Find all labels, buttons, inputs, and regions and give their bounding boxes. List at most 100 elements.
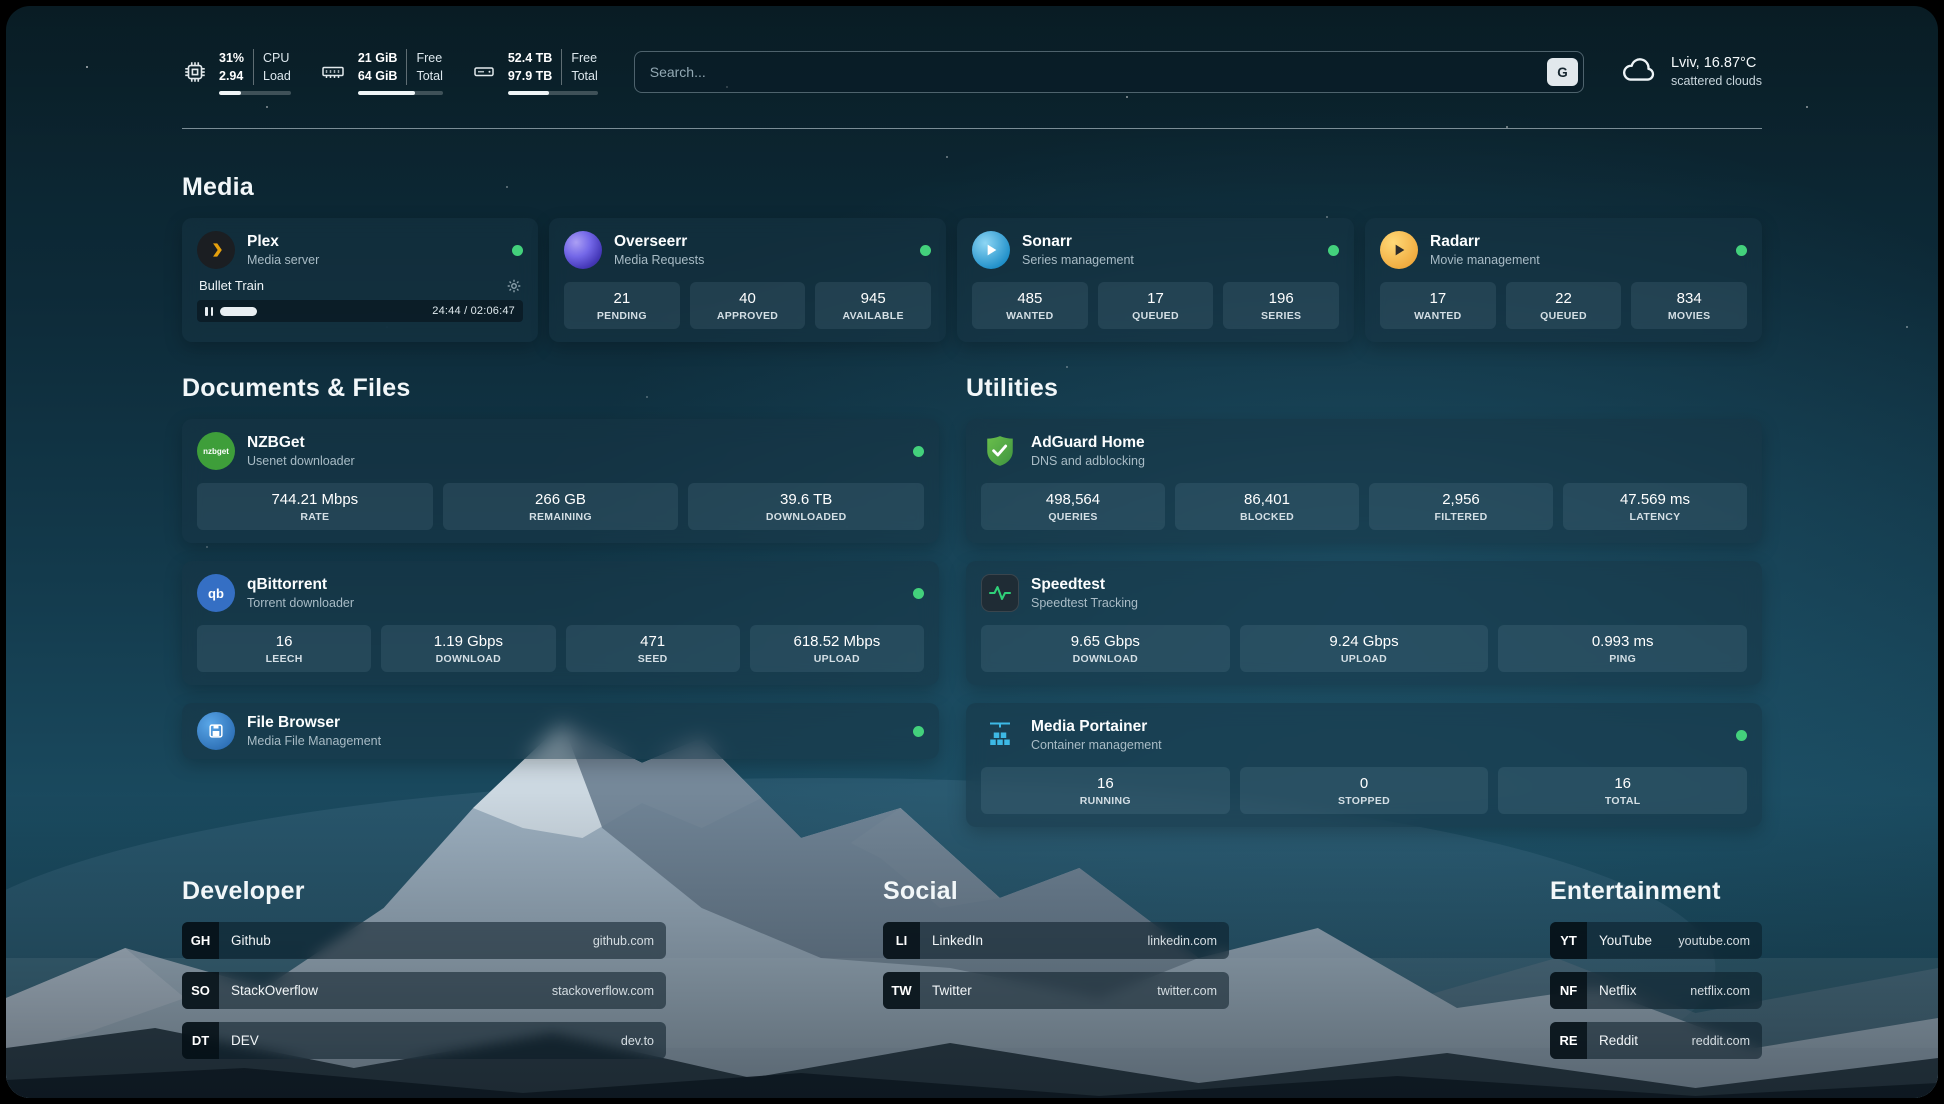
stat-queries: 498,564 QUERIES: [981, 483, 1165, 530]
media-section-title: Media: [182, 173, 254, 201]
stat-rate: 744.21 Mbps RATE: [197, 483, 433, 530]
storage-total-value: 97.9 TB: [507, 69, 553, 83]
app-card-sonarr[interactable]: Sonarr Series management 485 WANTED 17 QUE…: [957, 218, 1354, 342]
app-subtitle: Usenet downloader: [247, 453, 355, 468]
stat-movies: 834 MOVIES: [1631, 282, 1747, 329]
bookmark-name: Github: [231, 933, 271, 948]
app-card-speedtest[interactable]: Speedtest Speedtest Tracking 9.65 Gbps DO…: [966, 561, 1762, 685]
memory-total-value: 64 GiB: [357, 69, 398, 83]
cpu-metric: 31% 2.94 CPU Load: [182, 48, 291, 96]
cpu-load-label: Load: [263, 69, 291, 83]
memory-free-value: 21 GiB: [357, 50, 398, 65]
stat-wanted: 17 WANTED: [1380, 282, 1496, 329]
memory-progress-bar: [357, 91, 443, 96]
app-subtitle: Speedtest Tracking: [1031, 595, 1139, 610]
dashboard-window: 31% 2.94 CPU Load: [6, 6, 1938, 1098]
sonarr-icon: [972, 231, 1010, 269]
stat-ping: 0.993 ms PING: [1498, 625, 1747, 672]
reddit-icon: RE: [1550, 1022, 1587, 1059]
app-card-plex[interactable]: Plex Media server Bullet Train: [182, 218, 538, 342]
social-section-title: Social: [883, 877, 958, 905]
memory-total-label: Total: [416, 69, 443, 83]
app-subtitle: Container management: [1031, 737, 1162, 752]
stat-downloaded: 39.6 TB DOWNLOADED: [688, 483, 924, 530]
bookmark-netflix[interactable]: NF Netflix netflix.com: [1550, 972, 1762, 1009]
utilities-section-title: Utilities: [966, 374, 1059, 402]
netflix-icon: NF: [1550, 972, 1587, 1009]
app-name: Overseerr: [614, 232, 688, 250]
status-indicator: [1736, 729, 1747, 741]
app-card-nzbget[interactable]: nzbget NZBGet Usenet downloader 744.21 M…: [182, 419, 939, 543]
app-subtitle: Media File Management: [247, 733, 382, 748]
dev-icon: DT: [182, 1022, 219, 1059]
documents-section-title: Documents & Files: [182, 374, 411, 402]
stat-filtered: 2,956 FILTERED: [1369, 483, 1553, 530]
section-documents-files: Documents & Files nzbget NZBGet Usenet d…: [182, 374, 939, 827]
memory-metric: 21 GiB 64 GiB Free Total: [319, 48, 443, 96]
app-card-adguard[interactable]: AdGuard Home DNS and adblocking 498,564 Q…: [966, 419, 1762, 543]
bookmark-stackoverflow[interactable]: SO StackOverflow stackoverflow.com: [182, 972, 666, 1009]
bookmark-group-developer: Developer GH Github github.com SO StackO…: [182, 877, 666, 1072]
bookmark-name: Reddit: [1599, 1033, 1639, 1048]
settings-gear-icon[interactable]: [507, 279, 521, 293]
bookmark-dev[interactable]: DT DEV dev.to: [182, 1022, 666, 1059]
cpu-usage-value: 31%: [219, 50, 245, 65]
stat-download: 1.19 Gbps DOWNLOAD: [381, 625, 556, 672]
status-indicator: [512, 244, 523, 256]
storage-total-label: Total: [571, 69, 598, 83]
app-name: Speedtest: [1031, 575, 1106, 593]
status-indicator: [913, 445, 924, 457]
stat-latency: 47.569 ms LATENCY: [1563, 483, 1747, 530]
search-input[interactable]: [633, 51, 1584, 93]
plex-icon: [197, 231, 235, 269]
app-subtitle: Media server: [247, 252, 320, 267]
bookmark-url: linkedin.com: [1147, 933, 1217, 948]
stat-download: 9.65 Gbps DOWNLOAD: [981, 625, 1230, 672]
memory-free-label: Free: [416, 50, 443, 65]
now-playing-title: Bullet Train: [199, 278, 265, 293]
twitter-icon: TW: [883, 972, 920, 1009]
stat-queued: 17 QUEUED: [1097, 282, 1214, 329]
bookmark-linkedin[interactable]: LI LinkedIn linkedin.com: [883, 922, 1229, 959]
search-engine-badge[interactable]: G: [1546, 58, 1578, 86]
bookmark-github[interactable]: GH Github github.com: [182, 922, 666, 959]
stat-remaining: 266 GB REMAINING: [442, 483, 679, 530]
app-card-radarr[interactable]: Radarr Movie management 17 WANTED 22 QUEUE…: [1365, 218, 1762, 342]
bookmark-reddit[interactable]: RE Reddit reddit.com: [1550, 1022, 1762, 1059]
bookmark-url: github.com: [592, 933, 654, 948]
playback-time: 24:44 / 02:06:47: [432, 305, 515, 317]
app-card-portainer[interactable]: Media Portainer Container management 16 R…: [966, 703, 1762, 827]
bookmark-url: stackoverflow.com: [551, 983, 654, 998]
stat-upload: 9.24 Gbps UPLOAD: [1239, 625, 1489, 672]
stat-stopped: 0 STOPPED: [1239, 767, 1489, 814]
stat-pending: 21 PENDING: [564, 282, 680, 329]
app-subtitle: Torrent downloader: [247, 595, 355, 610]
app-card-qbittorrent[interactable]: qb qBittorrent Torrent downloader 16 LEEC…: [182, 561, 939, 685]
playback-progress-fill: [220, 306, 258, 316]
bookmark-group-social: Social LI LinkedIn linkedin.com TW Twitt…: [883, 877, 1229, 1022]
header-divider: [182, 128, 1762, 129]
bookmark-url: reddit.com: [1691, 1033, 1750, 1048]
radarr-icon: [1380, 231, 1418, 269]
bookmark-twitter[interactable]: TW Twitter twitter.com: [883, 972, 1229, 1009]
status-indicator: [1328, 244, 1339, 256]
pause-icon: [205, 306, 213, 316]
stat-approved: 40 APPROVED: [689, 282, 806, 329]
bookmark-youtube[interactable]: YT YouTube youtube.com: [1550, 922, 1762, 959]
status-indicator: [920, 244, 931, 256]
app-name: File Browser: [247, 713, 341, 731]
section-utilities: Utilities: [966, 374, 1762, 827]
stat-series: 196 SERIES: [1223, 282, 1339, 329]
cpu-usage-label: CPU: [263, 50, 290, 65]
app-card-overseerr[interactable]: Overseerr Media Requests 21 PENDING 40 APP…: [549, 218, 946, 342]
bookmark-url: dev.to: [620, 1033, 654, 1048]
storage-metric: 52.4 TB 97.9 TB Free Total: [471, 48, 598, 96]
bookmark-name: Twitter: [932, 983, 972, 998]
stat-seed: 471 SEED: [565, 625, 740, 672]
memory-icon: [319, 60, 347, 84]
bookmark-name: StackOverflow: [231, 983, 319, 998]
app-name: Plex: [247, 232, 279, 250]
stat-upload: 618.52 Mbps UPLOAD: [749, 625, 924, 672]
app-card-filebrowser[interactable]: File Browser Media File Management: [182, 703, 939, 759]
stat-running: 16 RUNNING: [981, 767, 1230, 814]
